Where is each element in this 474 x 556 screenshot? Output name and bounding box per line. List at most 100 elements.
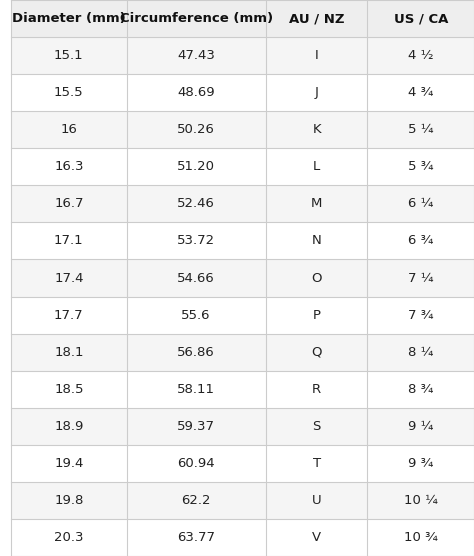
- Text: T: T: [312, 457, 320, 470]
- Text: 17.7: 17.7: [54, 309, 83, 321]
- FancyBboxPatch shape: [265, 37, 367, 74]
- FancyBboxPatch shape: [127, 148, 265, 185]
- Text: 19.4: 19.4: [54, 457, 83, 470]
- FancyBboxPatch shape: [367, 148, 474, 185]
- FancyBboxPatch shape: [11, 260, 127, 296]
- Text: J: J: [315, 86, 319, 99]
- Text: M: M: [311, 197, 322, 210]
- Text: 15.1: 15.1: [54, 49, 83, 62]
- FancyBboxPatch shape: [367, 408, 474, 445]
- Text: 10 ¼: 10 ¼: [404, 494, 438, 507]
- Text: 47.43: 47.43: [177, 49, 215, 62]
- FancyBboxPatch shape: [127, 408, 265, 445]
- Text: 17.1: 17.1: [54, 235, 83, 247]
- FancyBboxPatch shape: [367, 222, 474, 260]
- FancyBboxPatch shape: [265, 111, 367, 148]
- FancyBboxPatch shape: [367, 371, 474, 408]
- FancyBboxPatch shape: [11, 185, 127, 222]
- Text: S: S: [312, 420, 321, 433]
- Text: 54.66: 54.66: [177, 271, 215, 285]
- FancyBboxPatch shape: [265, 148, 367, 185]
- Text: P: P: [312, 309, 320, 321]
- Text: L: L: [313, 160, 320, 173]
- FancyBboxPatch shape: [127, 445, 265, 482]
- Text: 8 ¼: 8 ¼: [408, 346, 433, 359]
- FancyBboxPatch shape: [265, 222, 367, 260]
- FancyBboxPatch shape: [265, 185, 367, 222]
- FancyBboxPatch shape: [11, 37, 127, 74]
- FancyBboxPatch shape: [367, 37, 474, 74]
- FancyBboxPatch shape: [265, 0, 367, 37]
- Text: US / CA: US / CA: [393, 12, 448, 25]
- Text: 4 ½: 4 ½: [408, 49, 434, 62]
- FancyBboxPatch shape: [11, 445, 127, 482]
- FancyBboxPatch shape: [367, 185, 474, 222]
- FancyBboxPatch shape: [367, 74, 474, 111]
- FancyBboxPatch shape: [265, 260, 367, 296]
- FancyBboxPatch shape: [127, 185, 265, 222]
- FancyBboxPatch shape: [265, 519, 367, 556]
- Text: 18.9: 18.9: [54, 420, 83, 433]
- Text: 15.5: 15.5: [54, 86, 83, 99]
- Text: I: I: [315, 49, 319, 62]
- Text: 5 ¾: 5 ¾: [408, 160, 434, 173]
- FancyBboxPatch shape: [367, 260, 474, 296]
- Text: 10 ¾: 10 ¾: [404, 531, 438, 544]
- FancyBboxPatch shape: [265, 371, 367, 408]
- Text: O: O: [311, 271, 322, 285]
- Text: 16: 16: [60, 123, 77, 136]
- Text: R: R: [312, 383, 321, 396]
- Text: 17.4: 17.4: [54, 271, 83, 285]
- Text: 19.8: 19.8: [54, 494, 83, 507]
- FancyBboxPatch shape: [127, 0, 265, 37]
- Text: 60.94: 60.94: [177, 457, 215, 470]
- FancyBboxPatch shape: [11, 408, 127, 445]
- Text: K: K: [312, 123, 321, 136]
- Text: 56.86: 56.86: [177, 346, 215, 359]
- FancyBboxPatch shape: [11, 334, 127, 371]
- Text: 18.5: 18.5: [54, 383, 83, 396]
- Text: Diameter (mm): Diameter (mm): [12, 12, 126, 25]
- FancyBboxPatch shape: [127, 111, 265, 148]
- FancyBboxPatch shape: [127, 222, 265, 260]
- Text: 48.69: 48.69: [177, 86, 215, 99]
- Text: 7 ¼: 7 ¼: [408, 271, 434, 285]
- FancyBboxPatch shape: [11, 222, 127, 260]
- Text: N: N: [312, 235, 321, 247]
- Text: V: V: [312, 531, 321, 544]
- Text: 7 ¾: 7 ¾: [408, 309, 434, 321]
- Text: 59.37: 59.37: [177, 420, 215, 433]
- Text: 9 ¾: 9 ¾: [408, 457, 433, 470]
- Text: 53.72: 53.72: [177, 235, 215, 247]
- Text: 58.11: 58.11: [177, 383, 215, 396]
- FancyBboxPatch shape: [11, 482, 127, 519]
- Text: 16.7: 16.7: [54, 197, 83, 210]
- Text: Q: Q: [311, 346, 322, 359]
- FancyBboxPatch shape: [11, 74, 127, 111]
- FancyBboxPatch shape: [11, 371, 127, 408]
- FancyBboxPatch shape: [11, 519, 127, 556]
- Text: 20.3: 20.3: [54, 531, 83, 544]
- FancyBboxPatch shape: [127, 37, 265, 74]
- Text: 63.77: 63.77: [177, 531, 215, 544]
- FancyBboxPatch shape: [11, 148, 127, 185]
- Text: 6 ¾: 6 ¾: [408, 235, 433, 247]
- Text: 8 ¾: 8 ¾: [408, 383, 433, 396]
- FancyBboxPatch shape: [127, 296, 265, 334]
- FancyBboxPatch shape: [127, 371, 265, 408]
- FancyBboxPatch shape: [265, 296, 367, 334]
- Text: Circumference (mm): Circumference (mm): [119, 12, 273, 25]
- FancyBboxPatch shape: [127, 74, 265, 111]
- FancyBboxPatch shape: [367, 445, 474, 482]
- Text: 62.2: 62.2: [182, 494, 211, 507]
- FancyBboxPatch shape: [265, 408, 367, 445]
- FancyBboxPatch shape: [265, 334, 367, 371]
- FancyBboxPatch shape: [11, 296, 127, 334]
- Text: 9 ¼: 9 ¼: [408, 420, 433, 433]
- Text: 6 ¼: 6 ¼: [408, 197, 433, 210]
- FancyBboxPatch shape: [367, 296, 474, 334]
- FancyBboxPatch shape: [367, 334, 474, 371]
- FancyBboxPatch shape: [127, 519, 265, 556]
- FancyBboxPatch shape: [367, 519, 474, 556]
- Text: 18.1: 18.1: [54, 346, 83, 359]
